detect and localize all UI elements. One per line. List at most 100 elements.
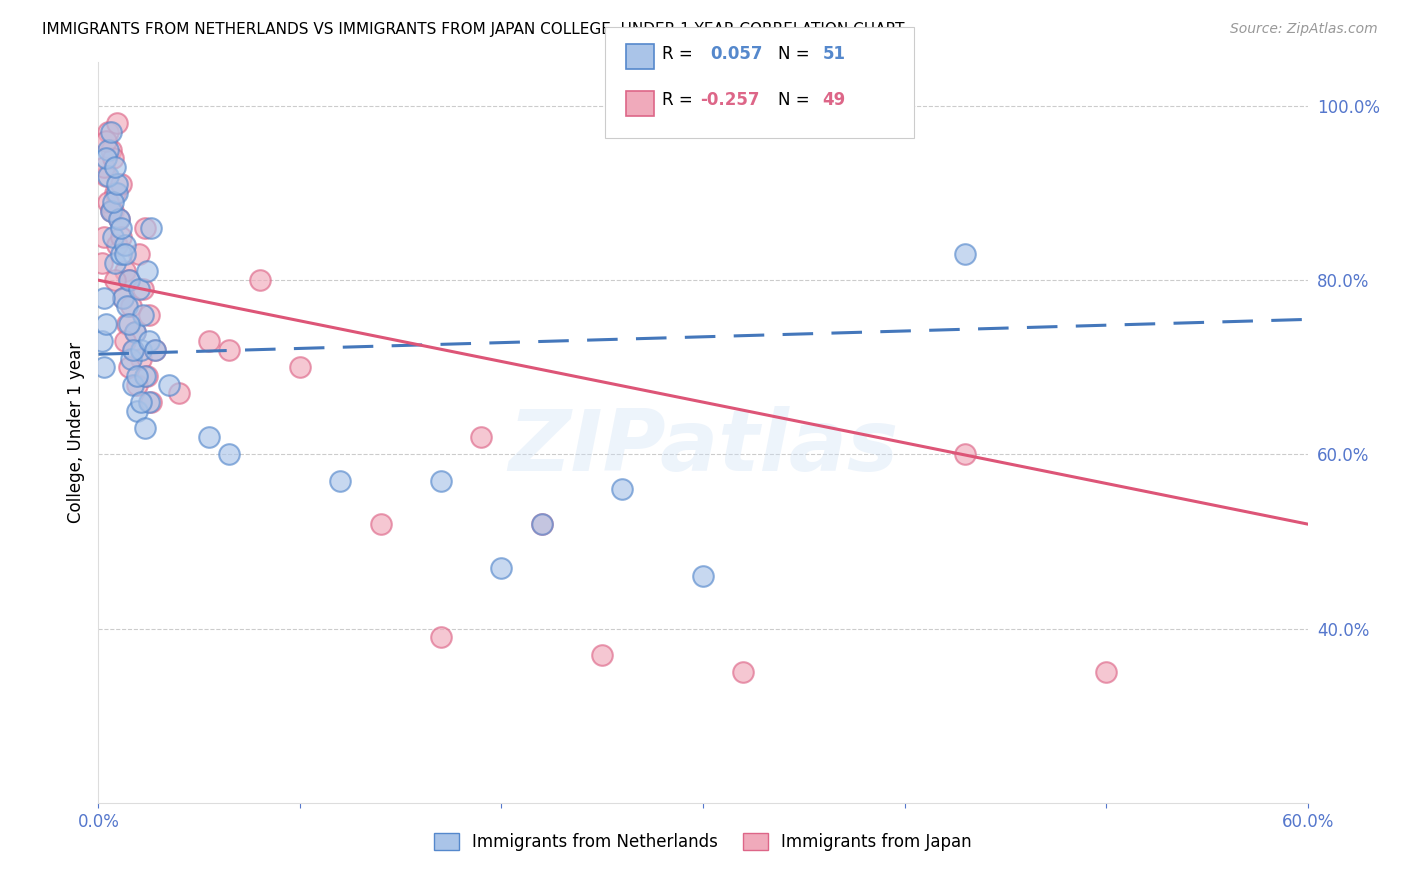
- Point: [114, 334, 136, 348]
- Point: [132, 308, 155, 322]
- Point: [118, 360, 141, 375]
- Text: 49: 49: [823, 91, 846, 109]
- Point: [96, 151, 118, 165]
- Point: [1095, 665, 1118, 680]
- Point: [107, 212, 129, 227]
- Point: [100, 203, 122, 218]
- Point: [157, 377, 180, 392]
- Point: [125, 377, 148, 392]
- Text: N =: N =: [778, 91, 814, 109]
- Point: [139, 395, 162, 409]
- Point: [121, 343, 143, 357]
- Text: R =: R =: [662, 45, 699, 62]
- Point: [430, 630, 453, 644]
- Point: [953, 247, 976, 261]
- Point: [167, 386, 190, 401]
- Point: [93, 291, 115, 305]
- Point: [120, 351, 142, 366]
- Point: [100, 125, 122, 139]
- Point: [124, 326, 146, 340]
- Point: [134, 369, 156, 384]
- Text: R =: R =: [662, 91, 699, 109]
- Point: [111, 291, 134, 305]
- Point: [97, 143, 120, 157]
- Point: [103, 160, 125, 174]
- Point: [105, 116, 128, 130]
- Text: ZIPatlas: ZIPatlas: [508, 406, 898, 489]
- Point: [91, 334, 114, 348]
- Point: [138, 334, 160, 348]
- Point: [135, 264, 157, 278]
- Point: [121, 377, 143, 392]
- Text: 51: 51: [823, 45, 845, 62]
- Point: [129, 351, 152, 366]
- Point: [530, 517, 553, 532]
- Point: [115, 299, 138, 313]
- Point: [100, 203, 122, 218]
- Point: [692, 569, 714, 583]
- Point: [93, 360, 115, 375]
- Point: [105, 238, 128, 252]
- Point: [97, 125, 120, 139]
- Point: [97, 194, 120, 209]
- Point: [105, 186, 128, 200]
- Point: [114, 238, 136, 252]
- Point: [103, 186, 125, 200]
- Point: [93, 160, 115, 174]
- Point: [953, 447, 976, 461]
- Point: [288, 360, 311, 375]
- Point: [105, 178, 128, 192]
- Point: [143, 343, 166, 357]
- Point: [107, 212, 129, 227]
- Point: [143, 343, 166, 357]
- Point: [129, 395, 152, 409]
- Point: [96, 169, 118, 183]
- Point: [138, 395, 160, 409]
- Point: [125, 404, 148, 418]
- Point: [101, 229, 124, 244]
- Point: [139, 221, 162, 235]
- Point: [118, 273, 141, 287]
- Point: [118, 317, 141, 331]
- Point: [470, 430, 492, 444]
- Text: IMMIGRANTS FROM NETHERLANDS VS IMMIGRANTS FROM JAPAN COLLEGE, UNDER 1 YEAR CORRE: IMMIGRANTS FROM NETHERLANDS VS IMMIGRANT…: [42, 22, 904, 37]
- Point: [135, 369, 157, 384]
- Point: [329, 474, 352, 488]
- Point: [93, 229, 115, 244]
- Point: [612, 482, 634, 496]
- Point: [198, 334, 221, 348]
- Point: [430, 474, 453, 488]
- Y-axis label: College, Under 1 year: College, Under 1 year: [66, 342, 84, 524]
- Text: -0.257: -0.257: [700, 91, 759, 109]
- Text: N =: N =: [778, 45, 814, 62]
- Point: [129, 343, 152, 357]
- Point: [97, 169, 120, 183]
- Point: [103, 273, 125, 287]
- Point: [100, 143, 122, 157]
- Point: [91, 256, 114, 270]
- Point: [125, 369, 148, 384]
- Point: [110, 178, 132, 192]
- Point: [101, 151, 124, 165]
- Point: [591, 648, 613, 662]
- Point: [218, 343, 240, 357]
- Point: [138, 308, 160, 322]
- Text: 0.057: 0.057: [710, 45, 762, 62]
- Point: [103, 256, 125, 270]
- Point: [491, 560, 513, 574]
- Point: [110, 221, 132, 235]
- Point: [96, 317, 118, 331]
- Point: [101, 194, 124, 209]
- Point: [128, 282, 150, 296]
- Point: [134, 421, 156, 435]
- Point: [370, 517, 392, 532]
- Point: [110, 247, 132, 261]
- Point: [114, 264, 136, 278]
- Text: Source: ZipAtlas.com: Source: ZipAtlas.com: [1230, 22, 1378, 37]
- Point: [530, 517, 553, 532]
- Point: [198, 430, 221, 444]
- Point: [118, 273, 141, 287]
- Point: [101, 203, 124, 218]
- Legend: Immigrants from Netherlands, Immigrants from Japan: Immigrants from Netherlands, Immigrants …: [427, 826, 979, 857]
- Point: [218, 447, 240, 461]
